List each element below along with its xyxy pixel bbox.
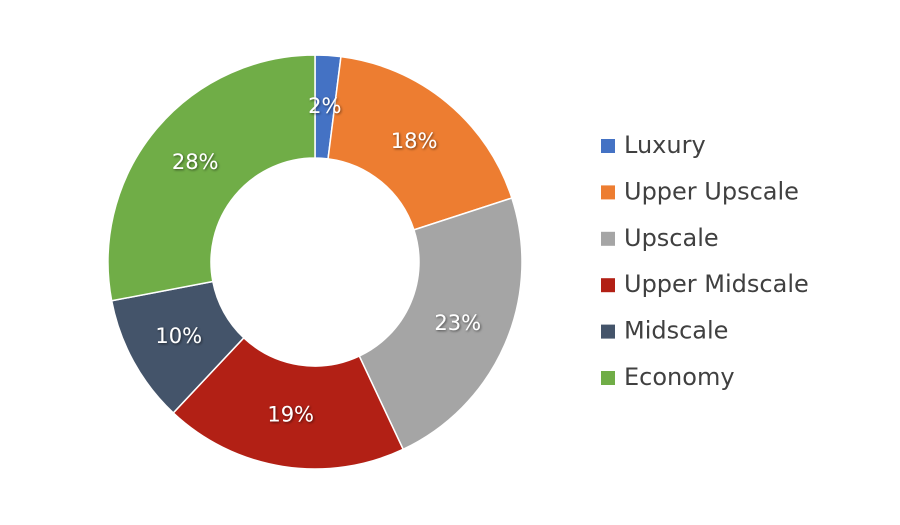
data-label: 23% [434,311,481,335]
data-label: 28% [172,150,219,174]
donut-slice [358,197,523,451]
data-label: 10% [155,324,202,348]
legend-swatch [601,185,615,200]
legend-swatch [601,139,615,153]
legend-swatch [601,324,615,339]
data-label: 19% [267,403,314,427]
donut-slice [327,55,513,231]
legend-label: Upper Upscale [624,177,799,205]
donut-slice [172,336,405,470]
legend-label: Economy [624,363,735,391]
legend-label: Luxury [624,131,706,159]
legend-label: Midscale [624,317,728,345]
legend-label: Upper Midscale [624,270,809,298]
legend-swatch [601,231,615,246]
data-label: 2% [308,94,341,118]
legend-label: Upscale [624,224,719,252]
legend-swatch [601,278,615,293]
donut-slice [107,54,316,302]
data-label: 18% [391,129,438,153]
legend-swatch [601,371,615,385]
